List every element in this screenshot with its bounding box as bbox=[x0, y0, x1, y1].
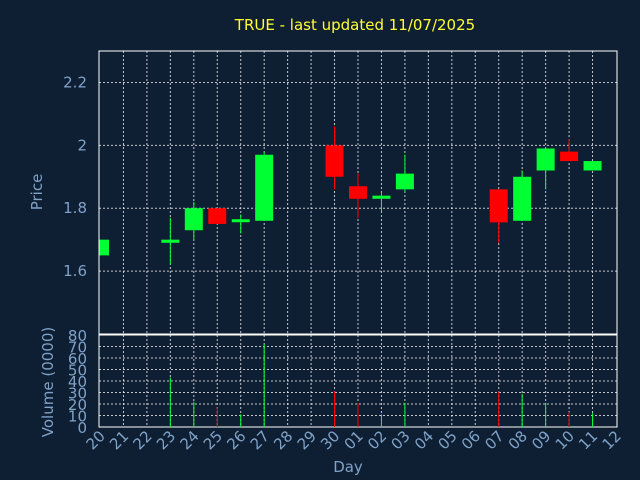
candle-body bbox=[349, 186, 367, 199]
x-tick-label: 28 bbox=[270, 427, 296, 453]
x-tick-label: 03 bbox=[388, 427, 414, 453]
volume-tick-label: 0 bbox=[77, 419, 87, 437]
candle-body bbox=[583, 161, 602, 171]
x-tick-label: 12 bbox=[599, 427, 625, 453]
candle-body bbox=[513, 176, 532, 221]
candle-body bbox=[208, 208, 227, 224]
candle-body bbox=[536, 148, 555, 171]
x-tick-label: 25 bbox=[200, 427, 226, 453]
chart-title: TRUE - last updated 11/07/2025 bbox=[234, 16, 475, 34]
candle-body bbox=[395, 173, 414, 190]
x-tick-label: 05 bbox=[434, 427, 460, 453]
price-axis-label: Price bbox=[28, 174, 46, 211]
x-tick-label: 07 bbox=[481, 427, 507, 453]
x-axis-label: Day bbox=[333, 458, 363, 476]
x-tick-label: 08 bbox=[505, 427, 531, 453]
candle-body bbox=[100, 239, 109, 256]
volume-tick-label: 70 bbox=[68, 339, 87, 357]
volume-tick-label: 60 bbox=[68, 350, 87, 368]
x-tick-labels: 2021222324252627282930010203040506070809… bbox=[83, 427, 625, 453]
x-tick-label: 24 bbox=[176, 427, 202, 453]
volume-tick-label: 40 bbox=[68, 373, 87, 391]
x-tick-label: 11 bbox=[575, 427, 601, 453]
candle-body bbox=[325, 145, 344, 177]
price-tick-label: 2.2 bbox=[63, 73, 87, 91]
candle-body bbox=[255, 154, 274, 221]
x-tick-label: 23 bbox=[153, 427, 179, 453]
x-tick-label: 01 bbox=[341, 427, 367, 453]
volume-tick-label: 10 bbox=[68, 408, 87, 426]
x-tick-label: 26 bbox=[223, 427, 249, 453]
candle-body bbox=[184, 208, 203, 231]
candle-body bbox=[231, 219, 250, 223]
candle-body bbox=[489, 189, 508, 223]
x-tick-label: 22 bbox=[130, 427, 156, 453]
candle-body bbox=[560, 151, 579, 162]
x-tick-label: 27 bbox=[247, 427, 273, 453]
x-tick-label: 09 bbox=[528, 427, 554, 453]
x-tick-label: 30 bbox=[317, 427, 343, 453]
price-tick-label: 1.6 bbox=[63, 262, 87, 280]
candle-body bbox=[372, 195, 391, 199]
x-tick-label: 21 bbox=[106, 427, 132, 453]
x-tick-label: 02 bbox=[364, 427, 390, 453]
price-tick-label: 2 bbox=[77, 136, 87, 154]
x-tick-label: 06 bbox=[458, 427, 484, 453]
price-tick-label: 1.8 bbox=[63, 199, 87, 217]
x-tick-label: 10 bbox=[552, 427, 578, 453]
volume-tick-label: 50 bbox=[68, 362, 87, 380]
volume-tick-label: 30 bbox=[68, 385, 87, 403]
x-tick-label: 29 bbox=[294, 427, 320, 453]
volume-axis-label: Volume (0000) bbox=[39, 327, 57, 437]
candle-body bbox=[161, 239, 180, 243]
volume-tick-label: 20 bbox=[68, 396, 87, 414]
price-panel: 1.6 1.8 2 2.2 bbox=[63, 50, 618, 335]
volume-tick-label: 80 bbox=[68, 327, 87, 345]
x-tick-label: 04 bbox=[411, 427, 437, 453]
